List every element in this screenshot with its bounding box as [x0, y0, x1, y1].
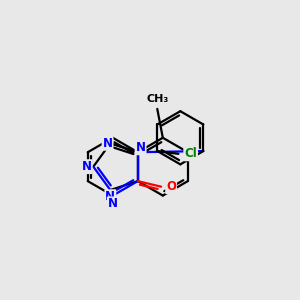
Text: O: O — [166, 180, 176, 193]
Text: Cl: Cl — [184, 147, 197, 160]
Text: N: N — [82, 160, 92, 173]
Text: CH₃: CH₃ — [146, 94, 168, 104]
Text: N: N — [103, 137, 112, 150]
Text: N: N — [136, 141, 146, 154]
Text: N: N — [105, 190, 115, 203]
Text: N: N — [108, 197, 118, 210]
